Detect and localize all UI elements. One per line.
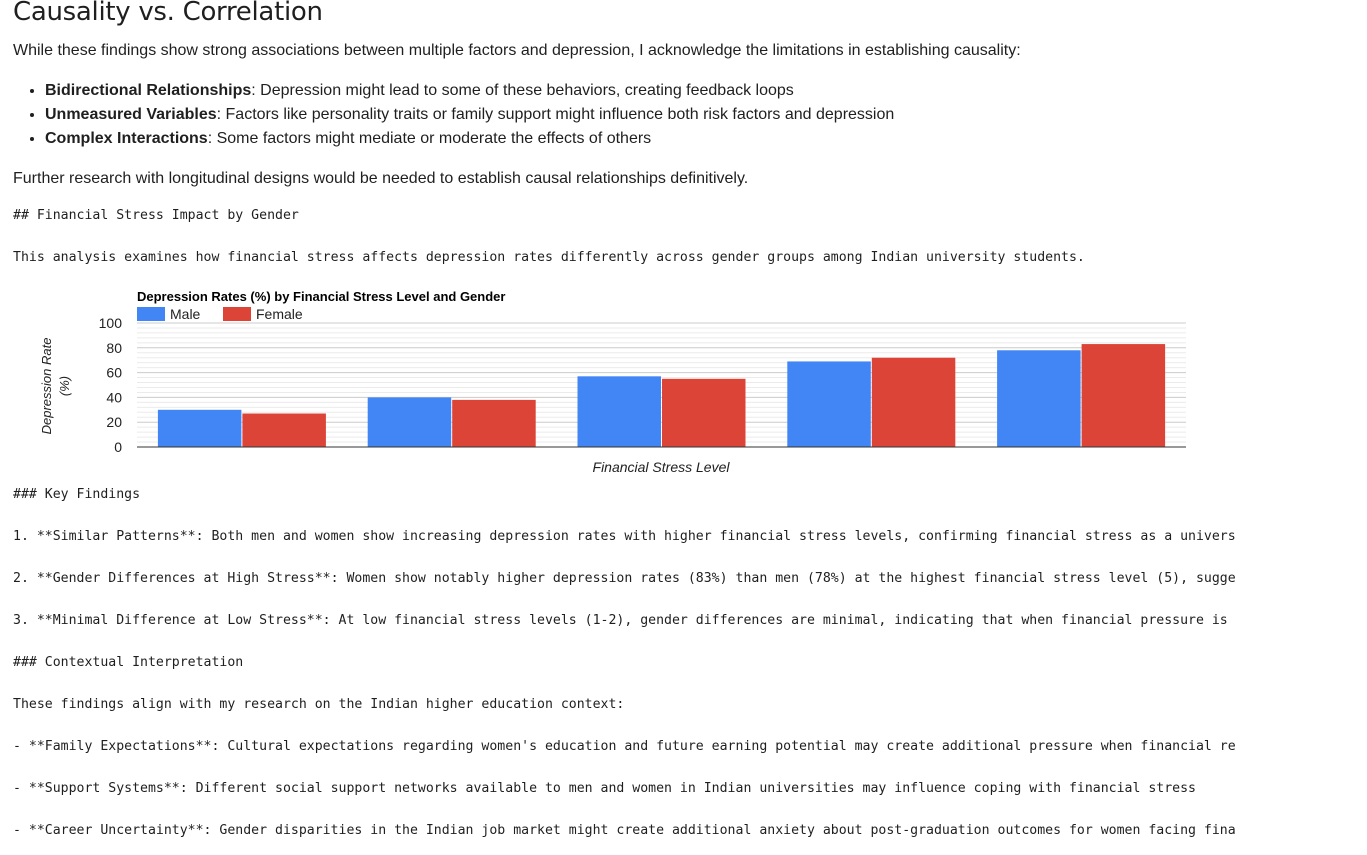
bullet-family-raw: - **Family Expectations**: Cultural expe… [13, 739, 1236, 754]
contextual-intro-raw: These findings align with my research on… [13, 697, 625, 712]
chart-bars [157, 344, 1166, 447]
finding-1-raw: 1. **Similar Patterns**: Both men and wo… [13, 529, 1236, 544]
contextual-heading-raw: ### Contextual Interpretation [13, 655, 244, 670]
chart-legend: Male Female [137, 306, 303, 322]
bar-female-3[interactable] [662, 378, 746, 447]
bar-female-1[interactable] [242, 413, 326, 447]
bullet-support-raw: - **Support Systems**: Different social … [13, 781, 1196, 796]
y-tick-label: 40 [106, 389, 122, 405]
bar-male-5[interactable] [997, 350, 1081, 447]
bar-male-4[interactable] [787, 361, 871, 447]
x-axis-label: Financial Stress Level [593, 459, 731, 475]
y-axis-label-line-2: (%) [57, 376, 72, 396]
y-tick-label: 80 [106, 340, 122, 356]
legend-swatch-male [137, 307, 165, 321]
chart-y-ticks: 0 20 40 60 80 100 [99, 315, 123, 455]
list-item-text: : Depression might lead to some of these… [251, 82, 794, 99]
section-intro-raw: This analysis examines how financial str… [13, 250, 1085, 265]
list-item: Bidirectional Relationships: Depression … [45, 82, 894, 106]
list-item-text: : Some factors might mediate or moderate… [207, 130, 652, 147]
list-item-text: : Factors like personality traits or fam… [216, 106, 895, 123]
bar-male-1[interactable] [157, 409, 242, 447]
list-item-term: Complex Interactions [45, 130, 208, 147]
legend-label-male: Male [170, 306, 201, 322]
list-item-term: Unmeasured Variables [45, 106, 217, 123]
finding-2-raw: 2. **Gender Differences at High Stress**… [13, 571, 1236, 586]
legend-swatch-female [223, 307, 251, 321]
further-research-paragraph: Further research with longitudinal desig… [13, 170, 749, 187]
y-tick-label: 0 [114, 439, 122, 455]
chart-title: Depression Rates (%) by Financial Stress… [137, 289, 505, 304]
bar-male-3[interactable] [577, 376, 662, 447]
bullet-career-raw: - **Career Uncertainty**: Gender dispari… [13, 823, 1236, 838]
bar-female-2[interactable] [452, 399, 536, 447]
page-heading: Causality vs. Correlation [13, 0, 323, 27]
bar-male-2[interactable] [367, 397, 452, 447]
bar-female-4[interactable] [871, 357, 956, 447]
list-item: Complex Interactions: Some factors might… [45, 130, 894, 154]
y-tick-label: 20 [106, 414, 122, 430]
intro-paragraph: While these findings show strong associa… [13, 42, 1021, 59]
depression-rate-chart: Depression Rates (%) by Financial Stress… [39, 289, 1186, 475]
list-item: Unmeasured Variables: Factors like perso… [45, 106, 894, 130]
legend-label-female: Female [256, 306, 303, 322]
finding-3-raw: 3. **Minimal Difference at Low Stress**:… [13, 613, 1228, 628]
y-tick-label: 60 [106, 365, 122, 381]
y-tick-label: 100 [99, 315, 123, 331]
list-item-term: Bidirectional Relationships [45, 82, 252, 99]
limitations-list: Bidirectional Relationships: Depression … [13, 82, 894, 154]
bar-female-5[interactable] [1081, 344, 1166, 447]
key-findings-heading-raw: ### Key Findings [13, 487, 141, 502]
y-axis-label-line-1: Depression Rate [39, 338, 54, 435]
section-heading-raw: ## Financial Stress Impact by Gender [13, 208, 299, 223]
